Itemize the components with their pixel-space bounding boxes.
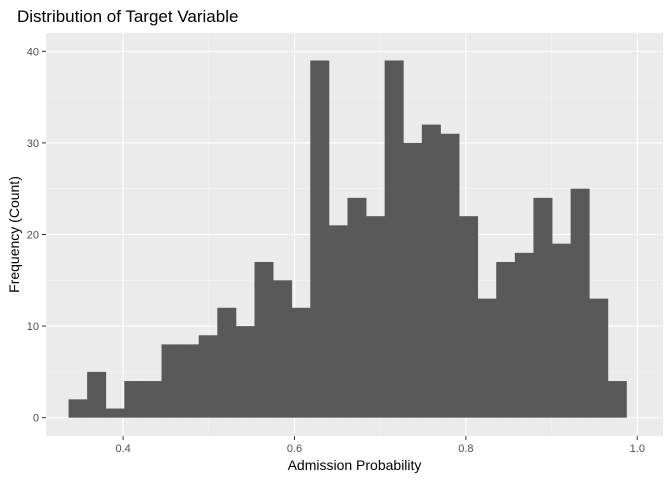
histogram-bar xyxy=(105,408,125,418)
y-tick-label: 30 xyxy=(27,138,39,150)
histogram-bar xyxy=(496,261,516,418)
y-tick-label: 0 xyxy=(33,413,39,425)
histogram-bar xyxy=(552,243,572,418)
histogram-bar xyxy=(384,60,404,418)
histogram-bar xyxy=(87,371,107,418)
histogram-bar xyxy=(589,298,609,418)
histogram-bar xyxy=(459,216,479,418)
histogram-bar xyxy=(607,381,627,418)
histogram-bar xyxy=(124,381,144,418)
histogram-bar xyxy=(328,225,348,418)
histogram-bar xyxy=(180,344,200,418)
x-tick-label: 0.6 xyxy=(287,443,302,455)
histogram-bar xyxy=(254,261,274,418)
histogram-bar xyxy=(68,399,88,418)
histogram-bar xyxy=(217,307,237,418)
histogram-bar xyxy=(440,133,460,418)
histogram-bar xyxy=(235,326,255,418)
y-tick-label: 40 xyxy=(27,46,39,58)
histogram-bar xyxy=(310,60,330,418)
histogram-bar xyxy=(347,197,367,418)
histogram-bar xyxy=(514,252,534,418)
histogram-bar xyxy=(273,280,293,418)
x-tick-label: 0.8 xyxy=(458,443,473,455)
x-tick-label: 1.0 xyxy=(630,443,645,455)
histogram-bar xyxy=(291,307,311,418)
histogram-bar xyxy=(570,188,590,418)
histogram-bar xyxy=(161,344,181,418)
histogram-bar xyxy=(533,197,553,418)
y-tick-label: 10 xyxy=(27,321,39,333)
histogram-bar xyxy=(403,142,423,418)
x-axis-ticks: 0.4 0.6 0.8 1.0 xyxy=(115,436,645,455)
histogram-bar xyxy=(198,335,218,418)
histogram-bar xyxy=(477,298,497,418)
x-tick-label: 0.4 xyxy=(115,443,130,455)
histogram-bar xyxy=(421,124,441,418)
y-tick-label: 20 xyxy=(27,230,39,242)
y-axis-ticks: 0 10 20 30 40 xyxy=(27,46,46,425)
histogram-bar xyxy=(142,381,162,418)
chart-title: Distribution of Target Variable xyxy=(17,7,238,26)
x-axis-title: Admission Probability xyxy=(288,457,422,473)
y-axis-title: Frequency (Count) xyxy=(6,176,22,293)
histogram-bars xyxy=(68,60,627,418)
histogram-bar xyxy=(366,216,386,418)
